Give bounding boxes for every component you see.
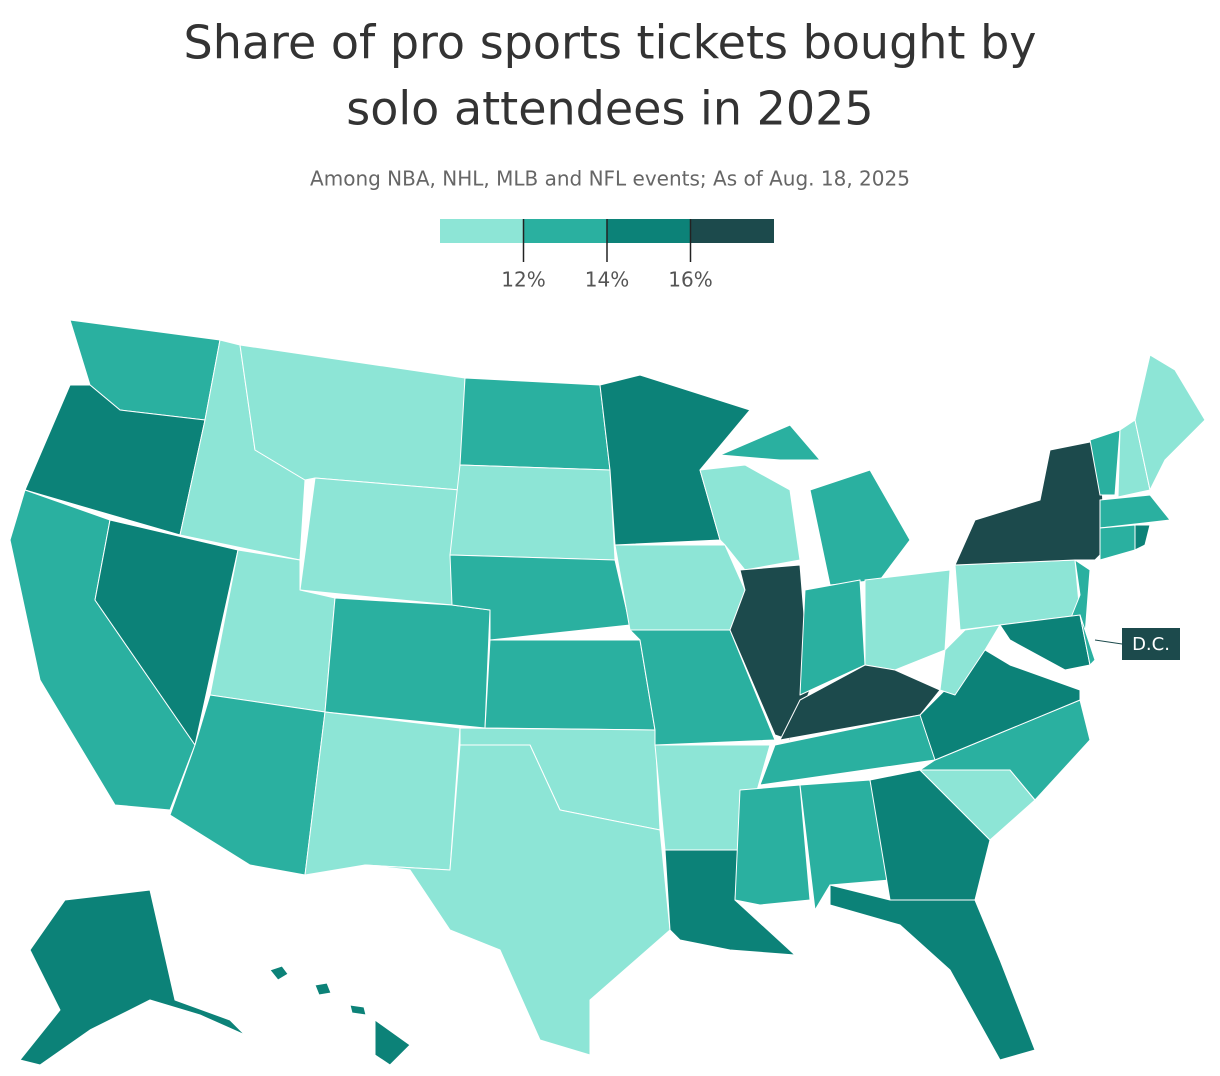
callout-box (1122, 628, 1180, 660)
subtitle: Among NBA, NHL, MLB and NFL events; As o… (310, 167, 910, 191)
state (364, 744, 671, 1056)
state (734, 784, 811, 906)
state (1099, 494, 1171, 529)
title-line-2: solo attendees in 2025 (346, 82, 873, 136)
state (999, 614, 1091, 671)
legend-swatch (523, 219, 607, 243)
legend-swatch (607, 219, 691, 243)
title-line-1: Share of pro sports tickets bought by (184, 16, 1037, 70)
state (1134, 524, 1151, 551)
state (1079, 614, 1096, 666)
state (1089, 429, 1121, 496)
state (299, 477, 461, 606)
state (869, 769, 991, 901)
state (1099, 524, 1136, 561)
state (324, 597, 491, 729)
callout-label: D.C. (1132, 634, 1170, 655)
state (809, 469, 911, 586)
state (304, 711, 461, 876)
state (829, 884, 1036, 1061)
legend-tick-label: 12% (501, 268, 545, 292)
state (954, 439, 1106, 566)
state (484, 639, 656, 731)
state (864, 569, 951, 671)
state (1134, 354, 1206, 491)
state (699, 464, 801, 571)
legend-swatch (690, 219, 774, 243)
legend-tick-label: 16% (668, 268, 712, 292)
state (459, 377, 611, 471)
legend: 12% 14% 16% (440, 219, 774, 292)
map (9, 319, 1206, 1066)
state (719, 424, 821, 461)
legend-swatch (440, 219, 524, 243)
state (449, 464, 616, 561)
legend-tick-label: 14% (585, 268, 629, 292)
state (614, 544, 746, 631)
state (19, 889, 246, 1066)
callout-connector (1094, 639, 1123, 645)
state (799, 779, 891, 911)
state (269, 965, 411, 1066)
